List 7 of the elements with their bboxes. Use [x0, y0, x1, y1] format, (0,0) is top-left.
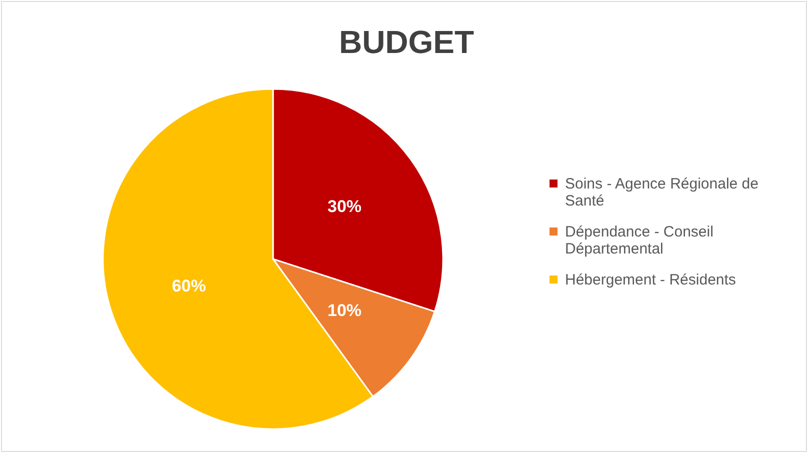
- legend-label: Soins - Agence Régionale de Santé: [565, 176, 758, 210]
- legend-label: Hébergement - Résidents: [565, 272, 736, 288]
- data-label: 30%: [328, 197, 362, 216]
- legend-label: Dépendance - Conseil Départemental: [565, 224, 714, 258]
- data-label: 60%: [172, 276, 206, 296]
- data-label: 10%: [328, 300, 362, 320]
- chart-title: BUDGET: [338, 24, 475, 60]
